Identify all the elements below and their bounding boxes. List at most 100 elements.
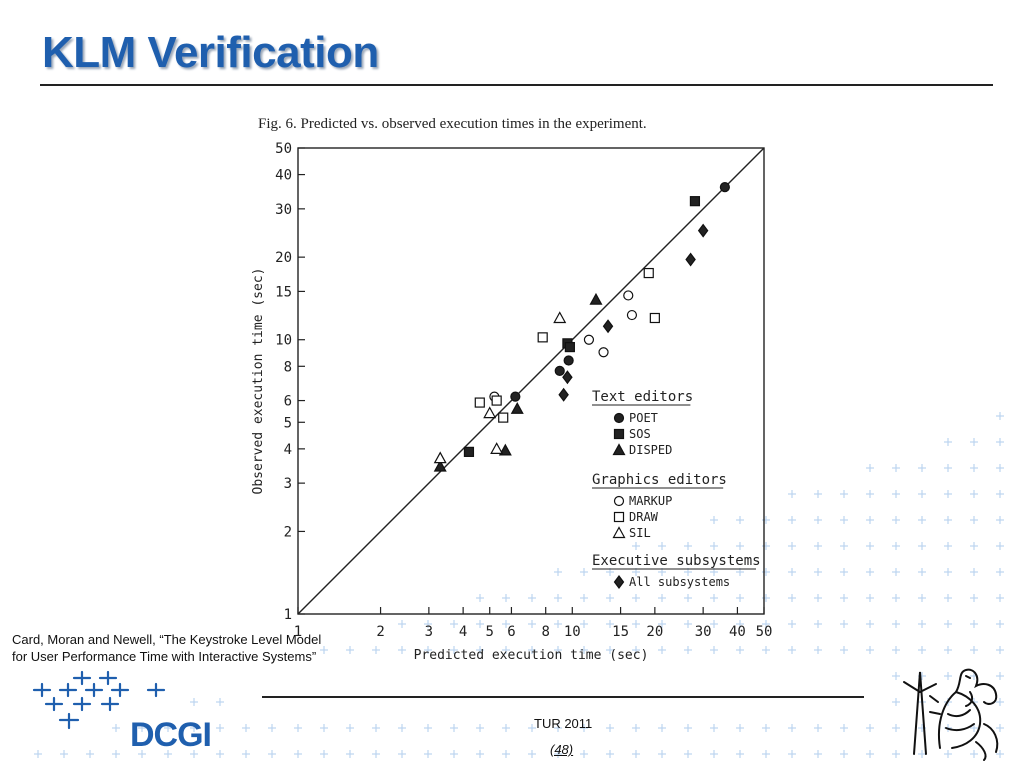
y-tick-label: 10 — [275, 333, 292, 349]
y-tick-label: 50 — [275, 141, 292, 157]
data-point-sil — [433, 451, 447, 464]
background-cross — [528, 750, 536, 758]
background-cross — [788, 516, 796, 524]
background-cross — [216, 750, 224, 758]
background-cross — [736, 646, 744, 654]
background-cross — [944, 438, 952, 446]
background-cross — [918, 568, 926, 576]
background-cross — [580, 594, 588, 602]
background-cross — [372, 646, 380, 654]
background-cross — [996, 568, 1004, 576]
background-cross — [970, 646, 978, 654]
background-cross — [918, 516, 926, 524]
background-cross — [866, 490, 874, 498]
legend-entry: POET — [629, 411, 658, 425]
background-cross — [580, 568, 588, 576]
legend-entry: MARKUP — [629, 494, 672, 508]
background-cross — [736, 750, 744, 758]
background-cross — [580, 750, 588, 758]
background-cross — [398, 620, 406, 628]
background-cross — [944, 594, 952, 602]
background-cross — [814, 646, 822, 654]
background-cross — [918, 464, 926, 472]
background-cross — [892, 672, 900, 680]
background-cross — [580, 724, 588, 732]
x-tick-label: 4 — [459, 624, 467, 640]
data-point-sos — [463, 446, 475, 457]
chart-title: Fig. 6. Predicted vs. observed execution… — [258, 116, 647, 132]
data-point-markup — [598, 347, 609, 358]
background-cross — [710, 620, 718, 628]
background-cross — [788, 490, 796, 498]
citation: Card, Moran and Newell, “The Keystroke L… — [12, 631, 321, 665]
background-cross — [736, 620, 744, 628]
background-cross — [970, 464, 978, 472]
background-cross — [892, 750, 900, 758]
background-cross — [554, 646, 562, 654]
background-cross — [996, 620, 1004, 628]
x-tick-label: 3 — [425, 624, 433, 640]
background-cross — [866, 646, 874, 654]
background-cross — [320, 750, 328, 758]
background-cross — [528, 724, 536, 732]
background-cross — [788, 724, 796, 732]
background-cross — [398, 750, 406, 758]
data-point-all-subsystems — [602, 319, 614, 334]
legend-entry: DISPED — [629, 443, 672, 457]
legend-marker — [613, 495, 625, 507]
background-cross — [918, 542, 926, 550]
background-cross — [996, 542, 1004, 550]
background-cross — [736, 724, 744, 732]
data-point-disped — [433, 459, 447, 472]
y-tick-label: 5 — [284, 415, 292, 431]
background-cross — [658, 646, 666, 654]
background-cross — [476, 646, 484, 654]
slide-title: KLM Verification — [42, 28, 379, 77]
x-tick-label: 5 — [485, 624, 493, 640]
background-cross — [996, 516, 1004, 524]
x-tick-label: 50 — [756, 624, 773, 640]
background-cross — [840, 646, 848, 654]
background-cross — [112, 750, 120, 758]
x-tick-label: 2 — [376, 624, 384, 640]
data-point-all-subsystems — [558, 387, 569, 402]
background-cross — [268, 750, 276, 758]
background-cross — [892, 568, 900, 576]
background-cross — [658, 750, 666, 758]
background-cross — [970, 542, 978, 550]
plot-frame — [297, 147, 765, 615]
background-cross — [502, 620, 510, 628]
background-cross — [840, 568, 848, 576]
x-tick-label: 1 — [294, 624, 302, 640]
background-cross — [788, 594, 796, 602]
background-cross — [112, 724, 120, 732]
background-cross — [502, 646, 510, 654]
legend-entry: SOS — [629, 427, 651, 441]
background-cross — [866, 724, 874, 732]
background-cross — [450, 620, 458, 628]
background-cross — [34, 750, 42, 758]
background-cross — [606, 620, 614, 628]
background-cross — [762, 646, 770, 654]
page-number: (48) — [550, 742, 574, 757]
background-cross — [918, 646, 926, 654]
background-cross — [944, 516, 952, 524]
background-cross — [450, 750, 458, 758]
data-point-disped — [498, 443, 512, 456]
background-cross — [372, 750, 380, 758]
background-cross — [268, 724, 276, 732]
chart-legend: Text editors POET SOS DISPED Graphics editor… — [592, 389, 761, 589]
background-cross — [970, 750, 978, 758]
x-axis-label: Predicted execution time (sec) — [414, 648, 649, 663]
background-cross — [892, 620, 900, 628]
background-cross — [398, 646, 406, 654]
y-tick-label: 1 — [284, 607, 292, 623]
background-cross — [164, 750, 172, 758]
background-cross — [970, 594, 978, 602]
data-points — [433, 182, 730, 472]
background-cross — [788, 542, 796, 550]
reference-line — [297, 147, 765, 615]
background-cross — [788, 750, 796, 758]
background-cross — [840, 490, 848, 498]
background-cross — [528, 646, 536, 654]
